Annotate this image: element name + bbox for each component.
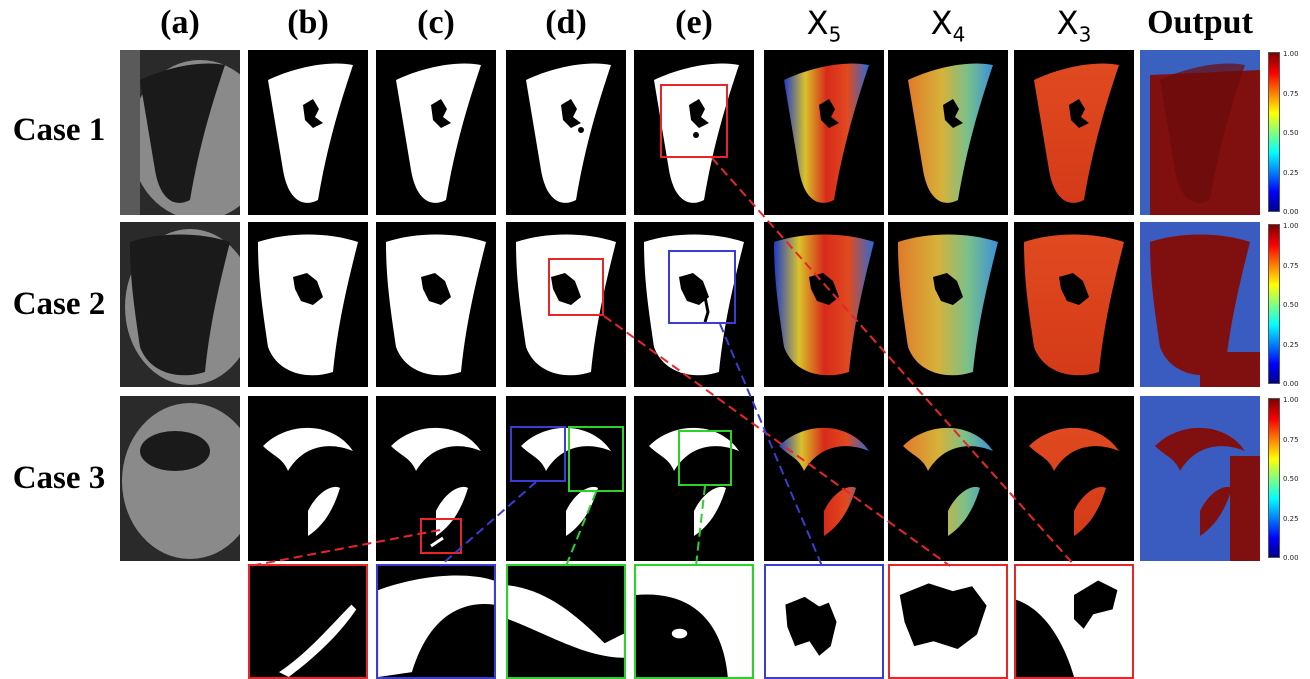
case3-mask-b [248,396,368,561]
case2-mask-b [248,222,368,387]
case2-mask-c [376,222,496,387]
highlight-box-case1-e [660,84,728,158]
column-header-e: (e) [675,4,713,41]
case2-heatmap-x3 [1014,222,1134,387]
colorbar-case-2 [1268,224,1280,384]
row-label-case-1: Case 1 [12,112,106,148]
zoom-inset-3 [506,564,626,679]
zoom-inset-1 [248,564,368,679]
highlight-box-case3-d-blue [510,426,566,482]
case1-heatmap-x3 [1014,50,1134,215]
colorbar1-tick-050: 0.50 [1283,129,1299,137]
case1-output [1140,50,1260,215]
zoom-inset-2 [376,564,496,679]
case2-heatmap-x5 [764,222,884,387]
highlight-box-case2-e [668,250,736,324]
zoom-inset-7 [1014,564,1134,679]
colorbar3-tick-050: 0.50 [1283,475,1299,483]
row-label-case-2: Case 2 [12,286,106,322]
column-header-x3: X3 [1056,4,1092,47]
case2-ct-image [120,222,240,387]
case3-heatmap-x3 [1014,396,1134,561]
highlight-box-case2-d [548,258,604,316]
case1-ct-image [120,50,240,215]
colorbar2-tick-025: 0.25 [1283,341,1299,349]
column-header-c: (c) [417,4,455,41]
colorbar1-tick-075: 0.75 [1283,90,1299,98]
highlight-box-case3-c [420,518,462,554]
colorbar-case-1 [1268,52,1280,212]
case1-mask-c [376,50,496,215]
column-header-a: (a) [160,4,200,41]
case1-mask-b [248,50,368,215]
highlight-box-case3-e [678,430,732,486]
case3-heatmap-x5 [764,396,884,561]
row-label-case-3: Case 3 [12,460,106,496]
case2-output [1140,222,1260,387]
colorbar2-tick-050: 0.50 [1283,301,1299,309]
colorbar2-tick-100: 1.00 [1283,222,1299,230]
colorbar-case-3 [1268,398,1280,558]
column-header-x5: X5 [806,4,842,47]
zoom-inset-4 [634,564,754,679]
column-header-output: Output [1147,4,1253,41]
case3-ct-image [120,396,240,561]
case1-mask-d [506,50,626,215]
case1-heatmap-x5 [764,50,884,215]
colorbar3-tick-000: 0.00 [1283,554,1299,562]
colorbar2-tick-000: 0.00 [1283,380,1299,388]
column-header-b: (b) [287,4,329,41]
column-header-x4: X4 [930,4,966,47]
colorbar3-tick-075: 0.75 [1283,436,1299,444]
colorbar1-tick-100: 1.00 [1283,50,1299,58]
colorbar2-tick-075: 0.75 [1283,262,1299,270]
colorbar1-tick-000: 0.00 [1283,208,1299,216]
zoom-inset-5 [764,564,884,679]
case1-heatmap-x4 [888,50,1008,215]
colorbar3-tick-025: 0.25 [1283,515,1299,523]
case3-output [1140,396,1260,561]
colorbar3-tick-100: 1.00 [1283,396,1299,404]
case3-heatmap-x4 [888,396,1008,561]
column-header-d: (d) [545,4,587,41]
zoom-inset-6 [888,564,1008,679]
case2-heatmap-x4 [888,222,1008,387]
colorbar1-tick-025: 0.25 [1283,169,1299,177]
highlight-box-case3-d-green [568,426,624,492]
